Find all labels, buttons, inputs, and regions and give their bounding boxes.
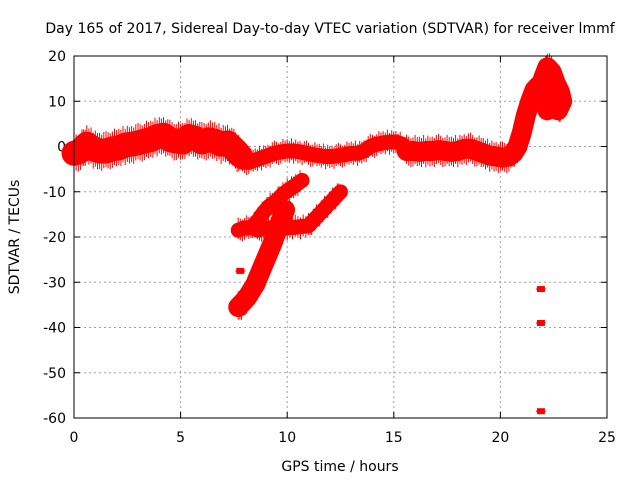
y-tick-label: -40: [43, 321, 66, 337]
series-isolated-points: [235, 267, 546, 415]
plot-frame: [73, 55, 608, 419]
x-tick-label: 0: [70, 430, 79, 446]
x-tick-label: 10: [278, 430, 296, 446]
x-axis-label: GPS time / hours: [281, 459, 398, 475]
x-tick-label: 5: [176, 430, 185, 446]
series-branch-steep: [228, 197, 296, 320]
y-axis-label: SDTVAR / TECUs: [7, 180, 23, 295]
y-tick-label: -20: [43, 230, 66, 246]
tick-labels: 0 5 10 15 20 25 -60 -50 -40 -30 -20 -10 0 10 20: [43, 49, 616, 446]
x-tick-label: 25: [598, 430, 616, 446]
y-tick-label: 20: [48, 49, 66, 65]
x-tick-label: 15: [385, 430, 403, 446]
series-rise-track: [533, 53, 573, 123]
series-mid-track: [234, 129, 410, 175]
series-branch-upper: [230, 170, 310, 242]
y-tick-label: -30: [43, 275, 66, 291]
chart-title: Day 165 of 2017, Sidereal Day-to-day VTE…: [45, 21, 615, 37]
series-band: [234, 134, 410, 170]
y-tick-label: -60: [43, 411, 66, 427]
x-tick-label: 20: [491, 430, 509, 446]
y-tick-label: -50: [43, 366, 66, 382]
series-late-track: [396, 68, 558, 174]
y-tick-label: -10: [43, 185, 66, 201]
y-tick-label: 10: [48, 94, 66, 110]
y-tick-label: 0: [57, 140, 66, 156]
series-main-track: [61, 117, 253, 173]
data-series: [61, 53, 573, 415]
